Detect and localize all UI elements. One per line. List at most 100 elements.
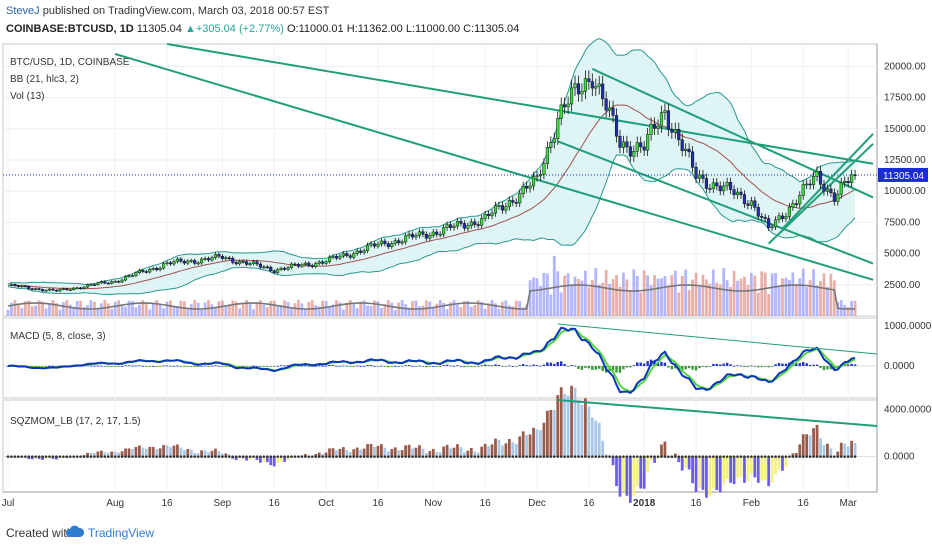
volume-bar [646, 275, 650, 316]
macd-histogram-bar [473, 366, 476, 367]
macd-histogram-bar [127, 365, 131, 367]
macd-histogram-bar [203, 365, 207, 367]
ohlc-close: C:11305.04 [463, 23, 520, 35]
candle-body [476, 224, 480, 226]
sqz-dot [27, 455, 31, 458]
macd-histogram-bar [525, 365, 528, 366]
volume-bar [386, 300, 390, 316]
sqz-dot [701, 455, 705, 458]
sqz-bar [141, 447, 145, 457]
sqz-bar [435, 451, 439, 457]
candle-body [480, 218, 484, 226]
volume-bar [407, 307, 411, 316]
sqz-dot [110, 455, 114, 458]
candle-body [659, 112, 664, 127]
trend-lines [3, 43, 877, 281]
candle-body [504, 206, 508, 211]
macd-histogram-bar [757, 366, 760, 368]
candle-body [507, 200, 511, 207]
sqz-bar [438, 452, 442, 457]
sqz-bar [580, 404, 584, 457]
volume-bar [241, 303, 245, 316]
sqz-dot [196, 455, 200, 458]
time-tick-label: 16 [690, 498, 702, 509]
candle-body [272, 270, 276, 273]
sqz-dot [148, 455, 152, 458]
candle-body [642, 146, 646, 151]
macd-histogram-bar [359, 365, 362, 367]
sqz-dot [660, 455, 663, 458]
sqz-bar [753, 456, 757, 478]
sqz-bar [743, 456, 746, 483]
sqz-bar [324, 452, 328, 457]
sqz-dot [380, 455, 383, 458]
candle-body [538, 174, 543, 177]
volume-bar [210, 304, 214, 316]
candle-body [334, 256, 339, 259]
candle-body [193, 260, 197, 264]
candle-body [618, 135, 622, 148]
candle-body [372, 243, 377, 247]
volume-bar [324, 301, 328, 316]
candle-body [563, 104, 567, 108]
macd-histogram-bar [646, 361, 649, 366]
sqz-dot [829, 455, 833, 458]
sqz-bar [179, 447, 183, 457]
volume-bar [788, 280, 791, 316]
macd-histogram-bar [546, 362, 549, 366]
sqz-bar [698, 456, 701, 488]
sqz-bar [424, 453, 428, 457]
macd-histogram-bar [660, 361, 663, 366]
candle-body [379, 240, 383, 245]
sqz-bar [383, 447, 387, 457]
sqz-bar [777, 456, 781, 470]
macd-histogram-bar [553, 363, 556, 366]
volume-bar [72, 307, 76, 316]
sqz-dot [286, 455, 290, 458]
candle-body [576, 83, 581, 95]
volume-bar [708, 283, 712, 316]
macd-histogram-bar [515, 366, 518, 367]
author-link[interactable]: SteveJ [6, 5, 40, 17]
volume-bar [483, 309, 487, 316]
volume-bar [791, 272, 795, 316]
sqz-bar [362, 448, 366, 457]
candle-body [424, 233, 428, 239]
candle-body [466, 225, 470, 229]
sqz-bar [774, 456, 777, 475]
sqz-bar [272, 456, 276, 467]
sqz-bar [265, 456, 269, 463]
macd-histogram-bar [466, 366, 470, 367]
macd-histogram-bar [808, 364, 812, 366]
time-tick-label: 16 [480, 498, 492, 509]
sqz-dot [352, 455, 356, 458]
candle-body [853, 174, 857, 177]
candle-body [175, 258, 179, 262]
sqz-bar [234, 456, 238, 460]
candle-body [583, 78, 587, 92]
sqz-dot [459, 455, 463, 458]
candle-body [801, 184, 805, 196]
sqz-dot [321, 455, 324, 458]
volume-bar [96, 308, 100, 316]
sqz-dot [238, 455, 241, 458]
volume-bar [535, 278, 539, 316]
sqz-dot [615, 455, 618, 458]
macd-histogram-bar [463, 366, 466, 368]
volume-bar [573, 276, 577, 316]
volume-bar [774, 273, 777, 316]
macd-histogram-bar [283, 365, 286, 367]
macd-histogram-bar [760, 366, 763, 368]
sqz-dot [833, 455, 836, 458]
macd-histogram-bar [598, 366, 601, 369]
candle-body [345, 253, 349, 256]
candle-body [611, 107, 615, 116]
volume-bar [393, 309, 397, 316]
candle-body [773, 219, 778, 228]
sqz-bar [138, 445, 141, 457]
macd-histogram-bar [169, 366, 172, 367]
volume-bar [680, 275, 684, 316]
sqz-bar [41, 456, 44, 460]
tradingview-brand-link[interactable]: TradingView [88, 526, 155, 540]
